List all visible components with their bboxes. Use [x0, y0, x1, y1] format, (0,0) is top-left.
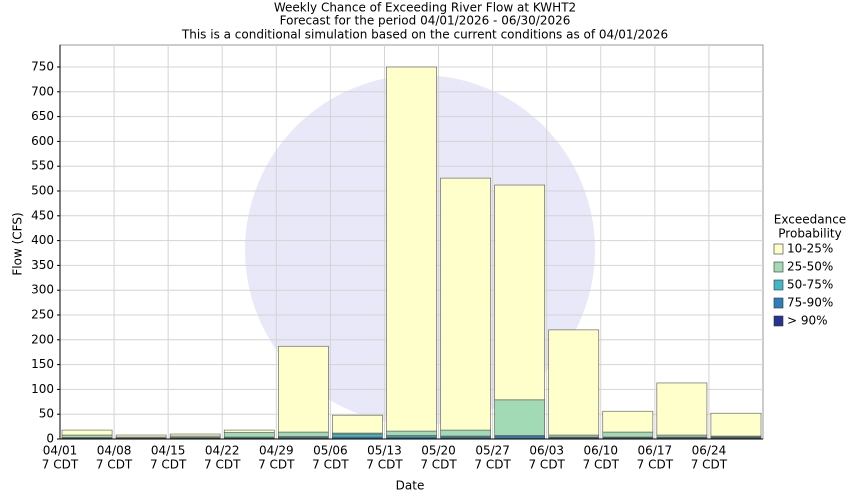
- x-tick-sublabel: 7 CDT: [583, 458, 620, 472]
- y-tick-label: 200: [31, 332, 54, 346]
- y-tick-label: 550: [31, 159, 54, 173]
- bar-segment: [332, 415, 382, 433]
- x-tick-label: 04/29: [259, 444, 294, 458]
- y-tick-label: 250: [31, 308, 54, 322]
- x-tick-sublabel: 7 CDT: [96, 458, 133, 472]
- x-tick-label: 06/24: [692, 444, 727, 458]
- bar-segment: [657, 383, 707, 435]
- bar-segment: [441, 178, 491, 430]
- x-tick-sublabel: 7 CDT: [150, 458, 187, 472]
- y-tick-label: 300: [31, 283, 54, 297]
- x-tick-label: 05/13: [367, 444, 402, 458]
- x-tick-sublabel: 7 CDT: [420, 458, 457, 472]
- y-axis-label: Flow (CFS): [11, 212, 25, 275]
- x-tick-label: 06/10: [583, 444, 618, 458]
- bar-segment: [224, 430, 274, 432]
- x-tick-sublabel: 7 CDT: [258, 458, 295, 472]
- bar-segment: [170, 434, 220, 436]
- x-tick-sublabel: 7 CDT: [691, 458, 728, 472]
- y-tick-label: 500: [31, 184, 54, 198]
- y-tick-label: 100: [31, 382, 54, 396]
- chart-note: This is a conditional simulation based o…: [181, 28, 668, 42]
- legend-title: Exceedance: [774, 213, 846, 227]
- legend-swatch: [774, 262, 783, 272]
- x-tick-label: 06/17: [638, 444, 673, 458]
- chart-subtitle: Forecast for the period 04/01/2026 - 06/…: [280, 14, 571, 28]
- legend-label: > 90%: [787, 314, 828, 328]
- bar-segment: [224, 433, 274, 437]
- x-tick-label: 04/01: [43, 444, 78, 458]
- bar-segment: [549, 330, 599, 435]
- bar-segment: [332, 434, 382, 437]
- x-tick-label: 05/20: [421, 444, 456, 458]
- legend-title: Probability: [778, 227, 841, 241]
- y-tick-label: 150: [31, 357, 54, 371]
- bar-segment: [495, 400, 545, 436]
- x-tick-label: 05/27: [475, 444, 510, 458]
- legend-swatch: [774, 280, 783, 290]
- y-tick-label: 50: [39, 407, 54, 421]
- bar-segment: [603, 432, 653, 437]
- bar-segment: [495, 185, 545, 400]
- legend-swatch: [774, 316, 783, 326]
- bar-segment: [62, 435, 112, 437]
- legend-label: 25-50%: [787, 260, 833, 274]
- bar-segment: [441, 430, 491, 436]
- bar-segment: [386, 67, 436, 431]
- y-tick-label: 700: [31, 84, 54, 98]
- y-tick-label: 350: [31, 258, 54, 272]
- chart-title: Weekly Chance of Exceeding River Flow at…: [274, 1, 576, 15]
- legend-label: 10-25%: [787, 242, 833, 256]
- x-tick-sublabel: 7 CDT: [42, 458, 79, 472]
- bar-segment: [278, 432, 328, 436]
- bar-segment: [495, 436, 545, 438]
- x-tick-sublabel: 7 CDT: [637, 458, 674, 472]
- x-tick-label: 04/08: [97, 444, 132, 458]
- x-axis-label: Date: [396, 479, 425, 493]
- x-tick-label: 05/06: [313, 444, 348, 458]
- legend-label: 75-90%: [787, 296, 833, 310]
- y-tick-label: 450: [31, 208, 54, 222]
- y-tick-label: 600: [31, 134, 54, 148]
- x-tick-label: 04/22: [205, 444, 240, 458]
- bar-segment: [386, 431, 436, 435]
- x-tick-sublabel: 7 CDT: [528, 458, 565, 472]
- x-tick-sublabel: 7 CDT: [312, 458, 349, 472]
- x-tick-sublabel: 7 CDT: [474, 458, 511, 472]
- y-tick-label: 750: [31, 60, 54, 74]
- legend-swatch: [774, 298, 783, 308]
- bar-segment: [116, 435, 166, 437]
- bar-segment: [62, 430, 112, 435]
- legend-swatch: [774, 244, 783, 254]
- x-tick-label: 04/15: [151, 444, 186, 458]
- bar-segment: [278, 346, 328, 432]
- x-tick-sublabel: 7 CDT: [366, 458, 403, 472]
- bar-segment: [603, 411, 653, 432]
- x-tick-sublabel: 7 CDT: [204, 458, 241, 472]
- bar-segment: [711, 413, 761, 436]
- x-tick-label: 06/03: [529, 444, 564, 458]
- legend-label: 50-75%: [787, 278, 833, 292]
- y-tick-label: 650: [31, 109, 54, 123]
- y-tick-label: 400: [31, 233, 54, 247]
